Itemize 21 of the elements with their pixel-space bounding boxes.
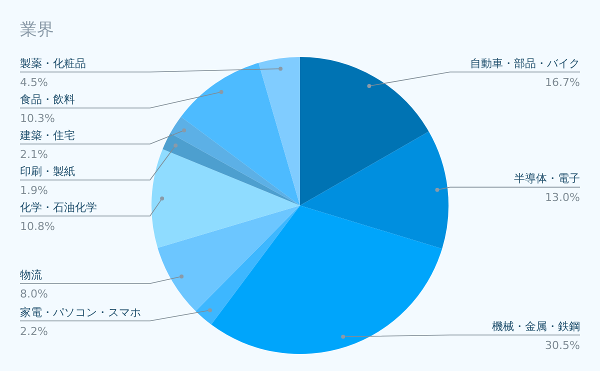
- slice-label: 家電・パソコン・スマホ: [20, 306, 141, 319]
- data-label: 16.7%: [545, 76, 580, 89]
- slice-label: 半導体・電子: [514, 172, 580, 186]
- data-label: 10.3%: [20, 112, 55, 125]
- data-label: 13.0%: [545, 191, 580, 204]
- data-label: 2.2%: [20, 324, 48, 338]
- slice-label: 食品・飲料: [20, 93, 75, 106]
- slice-label: 化学・石油化学: [20, 201, 97, 214]
- slice-label: 建築・住宅: [19, 129, 75, 142]
- data-label: 30.5%: [545, 339, 580, 352]
- slice-label: 製薬・化粧品: [20, 57, 86, 70]
- data-label: 1.9%: [20, 184, 48, 197]
- slice-label: 自動車・部品・バイク: [470, 57, 580, 70]
- slice-label: 物流: [20, 268, 42, 282]
- data-label: 10.8%: [20, 220, 55, 233]
- slice-label: 機械・金属・鉄鋼: [492, 320, 580, 333]
- slice-label: 印刷・製紙: [20, 165, 75, 178]
- data-label: 8.0%: [20, 287, 48, 300]
- chart-title: 業界: [20, 19, 54, 41]
- data-label: 4.5%: [20, 76, 48, 89]
- data-label: 2.1%: [20, 148, 48, 161]
